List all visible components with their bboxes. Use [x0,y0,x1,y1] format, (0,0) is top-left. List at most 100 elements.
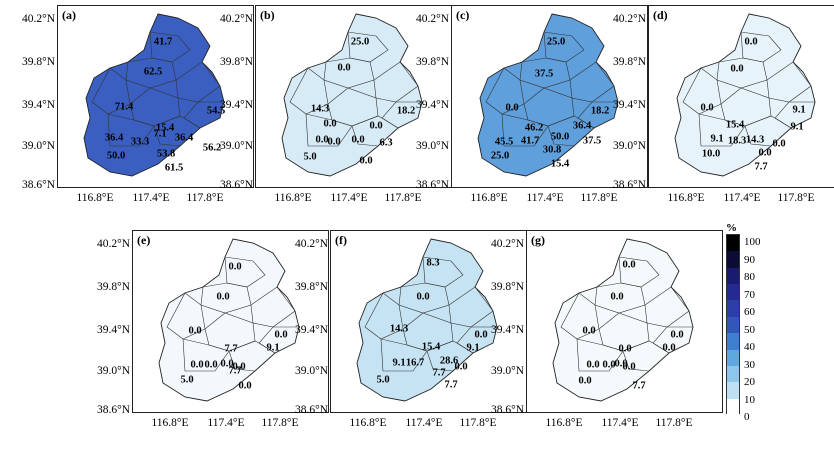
district-boundary [774,101,816,129]
y-tick-label: 38.6°N [96,404,130,416]
station-value: 7.7 [754,161,768,173]
region-outline [83,13,225,177]
station-value: 6.3 [379,137,393,149]
colorbar-segment [727,267,739,285]
x-tick-label: 116.8°E [667,192,705,204]
y-tick-label: 39.4°N [219,99,253,111]
panel-label: (c) [456,8,470,22]
x-tick-label: 116.8°E [470,192,508,204]
district-boundary [682,67,722,115]
station-value: 0.0 [474,329,488,341]
y-tick-label: 39.8°N [21,56,55,68]
y-tick-label: 39.4°N [96,324,130,336]
y-tick-label: 39.0°N [415,140,449,152]
y-tick-label: 39.4°N [294,324,328,336]
x-tick-label: 117.8°E [777,192,815,204]
district-boundary [224,256,266,288]
y-tick-label: 39.0°N [21,140,55,152]
station-value: 9.1 [466,342,480,354]
station-value: 0.0 [220,358,234,370]
station-value: 0.0 [622,259,636,271]
x-tick-label: 117.8°E [580,192,618,204]
y-tick-label: 39.8°N [415,56,449,68]
station-value: 7.7 [444,379,458,391]
station-value: 36.4 [174,132,194,144]
region-map [281,13,423,177]
station-value: 0.0 [582,325,596,337]
map-panel-d: (d) 0.0 0.0 0.0 9.1 15.4 9.1 9.1 18.3 14.3 0.0 10.0… [648,5,834,188]
region-map [158,238,300,402]
district-boundary [258,326,300,354]
y-tick-label: 39.8°N [490,281,524,293]
map-panel-f: (f) 8.3 0.0 14.3 0.0 15.4 9.1 9.1 16.7 28.6 7.7 0.0… [330,230,527,413]
map-panel-b: (b) 25.0 0.0 14.3 18.2 0.0 0.0 0.0 0.0 0.0 6.3 5.0 0… [255,5,452,188]
panel-label: (d) [653,8,668,22]
station-value: 46.2 [524,122,544,134]
station-value: 36.4 [572,120,592,132]
station-value: 0.0 [274,329,288,341]
y-tick-label: 39.4°N [612,99,646,111]
station-value: 0.0 [670,329,684,341]
x-tick-label: 117.8°E [655,417,693,429]
colorbar-label: 40 [744,341,755,353]
station-value: 53.8 [156,148,176,160]
y-tick-label: 40.2°N [21,13,55,25]
station-value: 0.0 [586,359,600,371]
station-value: 0.0 [758,147,772,159]
y-tick-label: 39.0°N [96,365,130,377]
colorbar-label: 10 [744,393,755,406]
station-value: 15.4 [421,341,441,353]
district-boundary [456,326,498,354]
district-boundary [485,67,525,115]
district-boundary [305,113,353,147]
y-tick-label: 38.6°N [490,404,524,416]
x-tick-label: 117.4°E [526,192,564,204]
district-boundary [107,113,155,147]
district-boundary [381,101,423,129]
x-tick-label: 117.4°E [330,192,368,204]
y-tick-label: 40.2°N [219,13,253,25]
region-outline [356,238,498,402]
station-value: 0.0 [614,358,628,370]
station-value: 15.4 [725,119,745,131]
station-value: 0.0 [315,134,329,146]
station-value: 7.7 [432,367,446,379]
colorbar-label: 0 [744,411,750,423]
colorbar-segment [727,333,739,351]
station-value: 50.0 [550,131,570,143]
region-map [674,13,816,177]
y-tick-label: 39.0°N [294,365,328,377]
y-tick-label: 39.0°N [612,140,646,152]
y-tick-label: 39.0°N [219,140,253,152]
station-value: 0.0 [369,120,383,132]
y-tick-label: 40.2°N [96,238,130,250]
station-value: 0.0 [238,380,252,392]
region-outline [281,13,423,177]
station-value: 0.0 [602,359,616,371]
y-tick-label: 39.4°N [415,99,449,111]
station-value: 45.5 [494,136,514,148]
colorbar-label: 90 [744,253,755,266]
station-value: 0.0 [327,136,341,148]
station-value: 7.7 [228,365,242,377]
x-tick-label: 117.4°E [723,192,761,204]
colorbar-label: 80 [744,271,755,283]
station-value: 0.0 [744,36,758,48]
station-value: 0.0 [232,361,246,373]
district-boundary [380,338,428,372]
panel-label: (e) [137,233,151,247]
x-tick-label: 117.8°E [186,192,224,204]
district-boundary [351,115,399,147]
station-value: 0.0 [618,343,632,355]
colorbar-segment [727,284,739,301]
district-boundary [373,61,419,103]
station-value: 18.3 [727,135,747,147]
station-value: 0.0 [505,102,519,114]
y-tick-label: 39.4°N [490,324,524,336]
station-value: 25.0 [490,150,510,162]
district-boundary [622,340,670,372]
panel-label: (a) [62,8,76,22]
station-value: 16.7 [405,357,425,369]
x-tick-label: 117.8°E [384,192,422,204]
station-value: 9.1 [790,121,804,133]
